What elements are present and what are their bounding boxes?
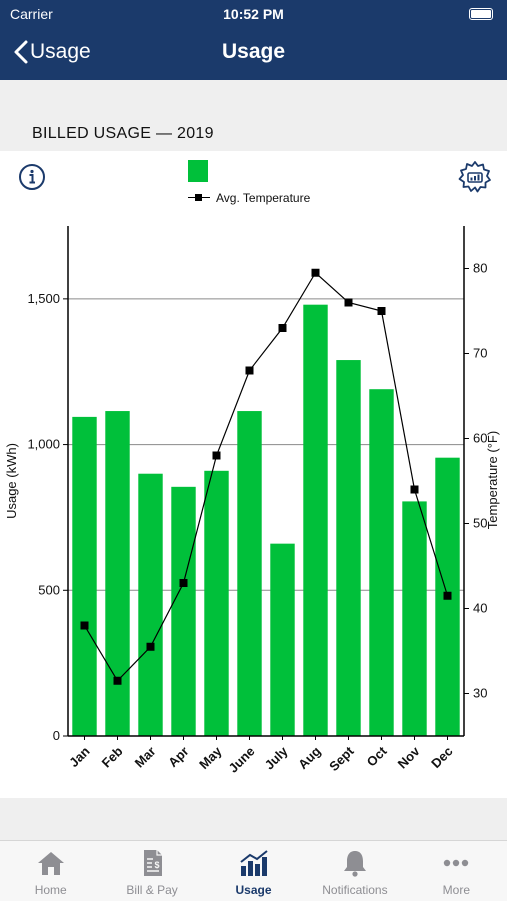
temperature-point [278,324,287,332]
back-label: Usage [30,40,91,63]
navigation-bar: Carrier 10:52 PM Usage Usage [0,0,507,80]
tab-notifications[interactable]: Notifications [304,841,405,901]
temperature-point [311,268,320,277]
temperature-point [179,579,188,587]
back-button[interactable]: Usage [12,36,91,68]
tab-bar: Home $ Bill & Pay Usage Notifications [0,840,507,901]
temperature-point [146,642,155,651]
x-tick-label: Feb [99,743,126,770]
x-tick-label: Apr [165,744,191,770]
usage-bar [237,411,262,736]
carrier-label: Carrier [10,6,53,22]
tab-label-bill-pay: Bill & Pay [126,883,178,897]
bill-icon: $ [144,850,163,876]
temperature-point [443,591,452,600]
chevron-left-icon [14,40,28,64]
svg-text:$: $ [155,860,160,870]
usage-bar [303,304,328,736]
usage-bar [138,473,163,736]
y-tick-label: 500 [38,582,60,597]
x-tick-label: Oct [364,743,390,769]
temperature-point [80,621,89,630]
y-axis-label: Usage (kWh) [4,443,19,519]
usage-chart-icon [239,850,268,876]
home-icon [37,852,64,875]
usage-bar [171,486,196,736]
y-tick-label: 1,000 [27,437,60,452]
y-right-tick-label: 80 [473,261,487,276]
y-right-tick-label: 30 [473,686,487,701]
y-axis-right-label: Temperature (°F) [485,431,500,529]
legend-line-marker [188,193,210,203]
status-bar: Carrier 10:52 PM [0,6,507,24]
usage-bar [204,470,229,736]
x-tick-label: Dec [428,744,455,771]
x-tick-label: Nov [395,743,424,772]
legend-temperature-label: Avg. Temperature [216,191,311,205]
tab-home[interactable]: Home [0,841,101,901]
usage-bar [402,501,427,736]
y-right-tick-label: 60 [473,431,487,446]
usage-bar [336,360,361,736]
x-tick-label: Jan [66,743,92,769]
usage-bar [270,543,295,736]
usage-bar [72,416,97,736]
chart-settings-icon[interactable] [458,160,492,194]
x-tick-label: Sept [326,743,357,774]
temperature-point [212,451,221,460]
tab-label-more: More [442,883,470,897]
y-right-tick-label: 70 [473,346,487,361]
battery-icon [469,8,493,20]
info-icon[interactable] [18,163,46,191]
tab-label-home: Home [34,883,67,897]
section-title: BILLED USAGE — 2019 [32,125,214,142]
x-tick-label: May [196,743,225,772]
temperature-line [83,271,449,682]
y-right-tick-label: 40 [473,601,487,616]
y-tick-label: 0 [53,728,60,743]
x-tick-label: June [226,744,258,776]
tab-bill-pay[interactable]: $ Bill & Pay [101,841,202,901]
more-icon [444,859,469,867]
tab-more[interactable]: More [406,841,507,901]
page-title: Usage [221,40,286,63]
tab-label-notifications: Notifications [322,883,388,897]
tab-label-usage: Usage [235,883,272,897]
x-tick-label: Aug [295,743,324,772]
temperature-point [113,676,122,685]
x-tick-label: Mar [132,744,159,771]
clock: 10:52 PM [223,6,284,22]
temperature-point [245,366,254,375]
usage-bar [105,411,130,736]
x-tick-label: July [262,743,292,773]
y-right-tick-label: 50 [473,516,487,531]
usage-bar [369,389,394,736]
y-tick-label: 1,500 [27,291,60,306]
usage-chart: 0 500 1,000 1,500 30 40 50 60 70 80 Jan Feb Mar Apr Ma… [4,226,500,776]
tab-usage[interactable]: Usage [203,841,304,901]
temperature-point [410,485,419,494]
legend-temperature: Avg. Temperature [188,189,328,207]
temperature-point [344,298,353,307]
legend-usage-swatch [188,160,208,182]
bell-icon [343,851,366,877]
temperature-point [377,307,386,315]
